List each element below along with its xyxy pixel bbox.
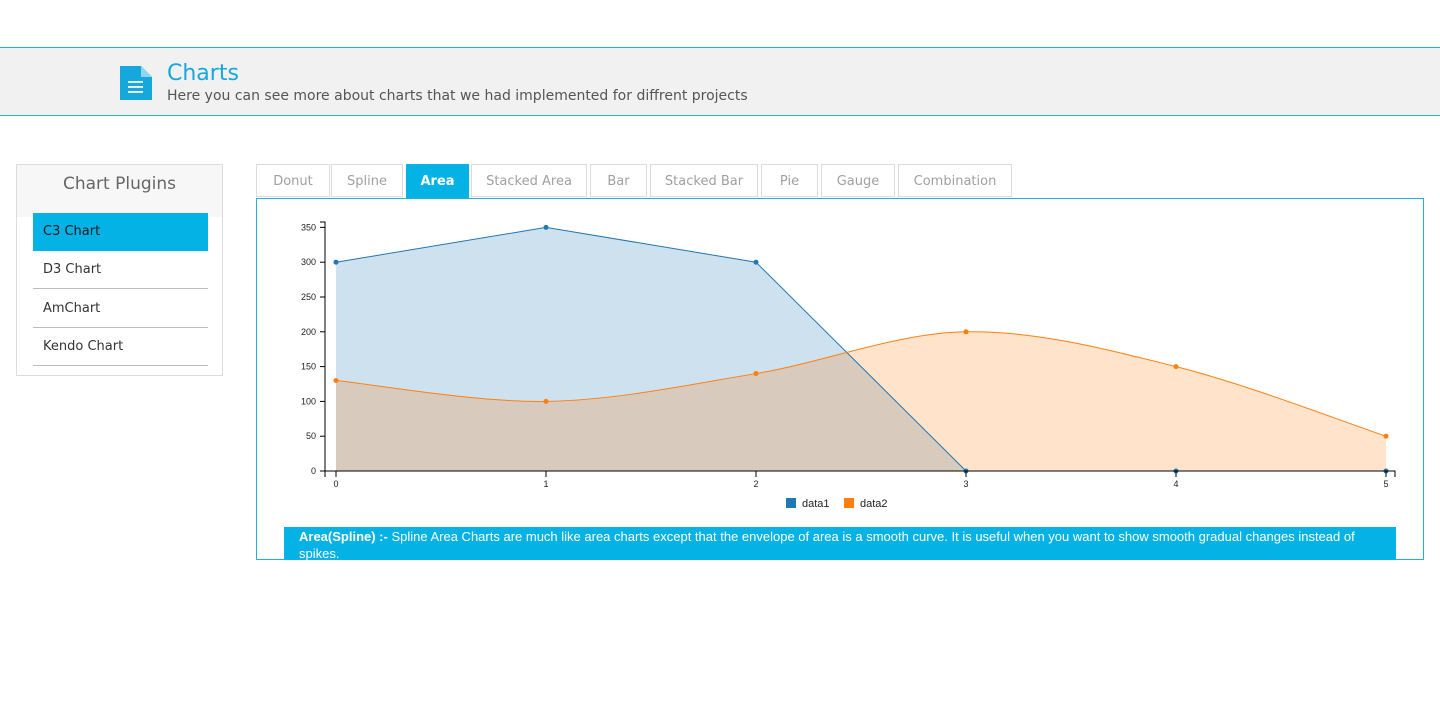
chart-panel	[256, 198, 1424, 560]
x-tick-label-4: 4	[1173, 479, 1178, 489]
tab-stacked-area[interactable]: Stacked Area	[471, 164, 587, 197]
point-data2-1	[543, 398, 549, 404]
sidebar-item-c3-chart[interactable]: C3 Chart	[33, 213, 208, 251]
sidebar-item-amchart[interactable]: AmChart	[33, 290, 208, 328]
tab-bar[interactable]: Bar	[590, 164, 647, 197]
y-tick-label-50: 50	[306, 431, 316, 441]
point-data2-4	[1173, 364, 1179, 370]
chart-description: Area(Spline) :- Spline Area Charts are m…	[284, 527, 1396, 560]
x-tick-label-3: 3	[963, 479, 968, 489]
tab-spline[interactable]: Spline	[331, 164, 403, 197]
chart-plugins-sidebar: Chart Plugins C3 Chart D3 Chart AmChart …	[16, 164, 223, 376]
page-title: Charts	[167, 61, 239, 86]
page-subtitle: Here you can see more about charts that …	[167, 88, 748, 104]
sidebar-header: Chart Plugins	[17, 165, 222, 217]
description-heading: Area(Spline) :-	[299, 529, 388, 544]
x-tick-label-0: 0	[333, 479, 338, 489]
legend-label-data1: data1	[802, 498, 830, 510]
point-data2-0	[333, 378, 339, 384]
tab-gauge[interactable]: Gauge	[821, 164, 895, 197]
y-tick-label-150: 150	[301, 362, 316, 372]
tab-donut[interactable]: Donut	[256, 164, 330, 197]
y-tick-label-0: 0	[311, 466, 316, 476]
page-header	[0, 47, 1440, 116]
x-tick-label-5: 5	[1383, 479, 1388, 489]
point-data1-1	[543, 224, 549, 230]
legend-swatch-data1	[786, 498, 796, 508]
sidebar-title: Chart Plugins	[62, 174, 176, 194]
document-icon	[120, 66, 152, 100]
tab-area[interactable]: Area	[406, 164, 469, 200]
point-data2-3	[963, 329, 969, 335]
description-text: Spline Area Charts are much like area ch…	[299, 529, 1355, 560]
tab-pie[interactable]: Pie	[761, 164, 818, 197]
point-data2-5	[1383, 433, 1389, 439]
legend-label-data2: data2	[860, 498, 888, 510]
x-tick-label-1: 1	[543, 479, 548, 489]
x-axis-line	[324, 470, 1396, 477]
x-tick-label-2: 2	[753, 479, 758, 489]
y-tick-label-200: 200	[301, 327, 316, 337]
area-data2	[336, 331, 1386, 471]
tab-combination[interactable]: Combination	[898, 164, 1012, 197]
point-data1-2	[753, 259, 759, 265]
sidebar-item-kendo-chart[interactable]: Kendo Chart	[33, 328, 208, 366]
y-tick-label-100: 100	[301, 396, 316, 406]
point-data1-0	[333, 259, 339, 265]
y-tick-label-250: 250	[301, 292, 316, 302]
tab-stacked-bar[interactable]: Stacked Bar	[650, 164, 758, 197]
point-data2-2	[753, 371, 759, 377]
area-data1	[336, 227, 1386, 471]
line-data2	[335, 331, 1387, 437]
y-axis-line	[320, 221, 326, 472]
legend-swatch-data2	[844, 498, 854, 508]
sidebar-item-d3-chart[interactable]: D3 Chart	[33, 251, 208, 289]
y-tick-label-350: 350	[301, 222, 316, 232]
y-tick-label-300: 300	[301, 257, 316, 267]
